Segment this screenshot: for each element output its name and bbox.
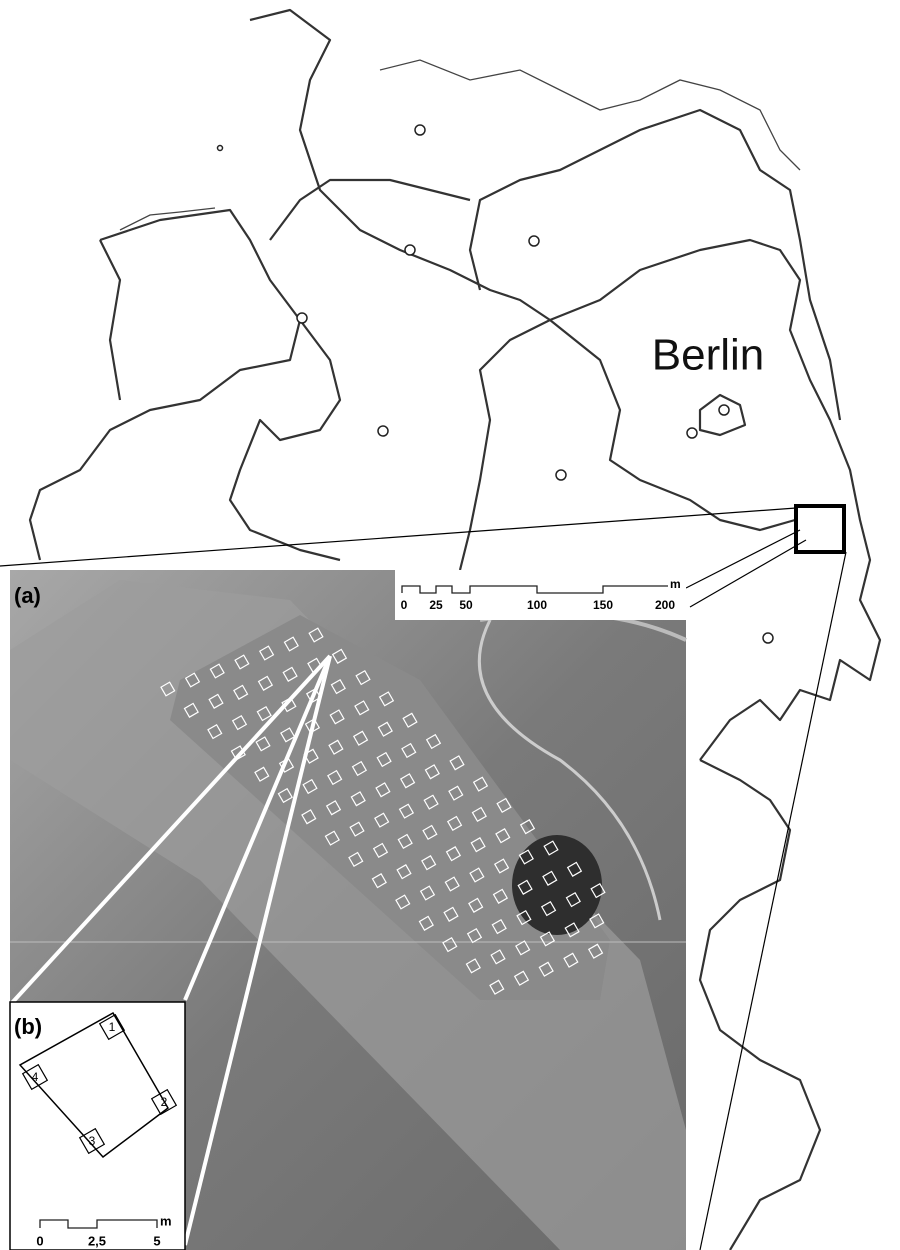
scale-label: 150 [593,598,613,612]
scale-label: 100 [527,598,547,612]
border [460,320,550,570]
scale-unit: m [670,577,681,591]
city [763,633,773,643]
city [415,125,425,135]
border [700,760,820,1250]
city-label: Berlin [652,331,765,380]
inset-box [10,1002,185,1250]
border [270,180,470,240]
scale-box [395,570,686,620]
connector [700,552,846,1250]
city [529,236,539,246]
scale-unit: m [160,1213,172,1228]
scale-label: 0 [401,598,408,612]
scale-label: 2,5 [88,1233,106,1248]
scale-label: 0 [36,1233,43,1248]
border [30,210,300,560]
city [405,245,415,255]
border [230,320,340,560]
subplot-label: 1 [109,1020,116,1034]
city [687,428,697,438]
cities [218,125,774,643]
subplot-label: 3 [89,1134,96,1148]
connector [686,530,800,588]
scale-label: 50 [459,598,473,612]
city [378,426,388,436]
locator-box [796,506,844,552]
scale-label: 25 [429,598,443,612]
panel-label: (b) [14,1014,42,1039]
figure: Berlin (a) 0 25 50 100 150 200 m 1 2 3 4 (b) 0 2,… [0,0,900,1250]
panel-label: (a) [14,583,41,608]
city [719,405,729,415]
city [218,146,223,151]
city [556,470,566,480]
subplot-label: 4 [32,1070,39,1084]
connector [690,540,806,607]
coast [380,60,800,170]
scale-label: 5 [153,1233,160,1248]
border [100,240,120,400]
city [297,313,307,323]
subplot-label: 2 [161,1095,168,1109]
connector [0,508,796,566]
scale-label: 200 [655,598,675,612]
